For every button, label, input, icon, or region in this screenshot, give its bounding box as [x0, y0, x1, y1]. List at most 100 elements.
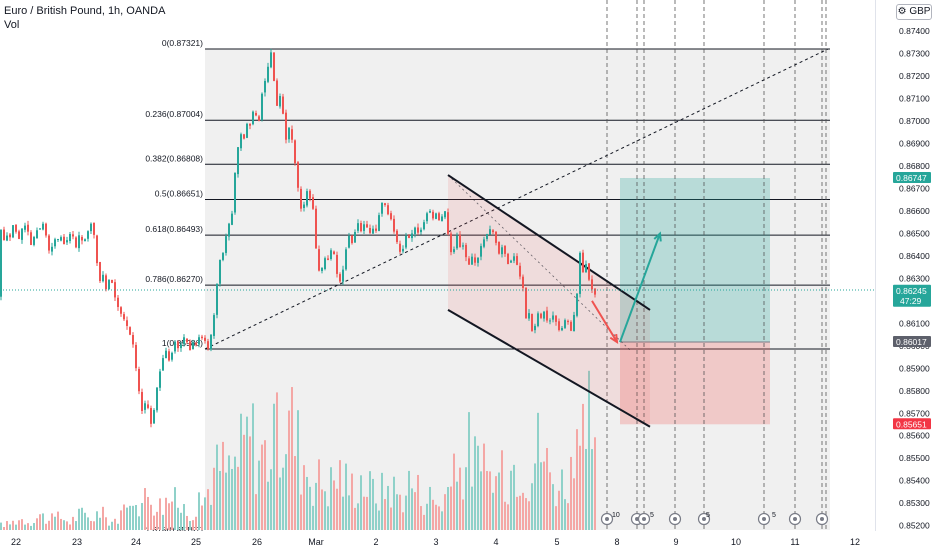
candle-body: [162, 358, 164, 371]
candle-body: [45, 223, 47, 236]
volume-bar: [174, 487, 176, 530]
volume-bar: [60, 518, 62, 530]
volume-bar: [588, 370, 590, 530]
candle-body: [537, 313, 539, 327]
candle-body: [414, 227, 416, 235]
candle-body: [156, 387, 158, 411]
volume-bar: [429, 486, 431, 530]
candle-body: [366, 224, 368, 228]
channel-lower-line[interactable]: [447, 309, 651, 428]
candle-body: [78, 235, 80, 249]
candle-body: [489, 229, 491, 235]
volume-bar: [402, 512, 404, 530]
candle-body: [384, 203, 386, 205]
volume-bar: [474, 436, 476, 530]
price-tick-label: 0.87000: [899, 116, 930, 126]
long-position-tool[interactable]: [620, 177, 770, 425]
time-tick-label: 9: [673, 537, 678, 547]
candle-body: [123, 314, 125, 320]
candle-body: [582, 252, 584, 273]
candle-body: [267, 66, 269, 82]
volume-bar: [0, 522, 2, 530]
candle-body: [147, 404, 149, 408]
volume-bars: [0, 370, 596, 530]
price-tick-label: 0.87300: [899, 49, 930, 59]
price-tick-label: 0.86500: [899, 228, 930, 238]
volume-bar: [219, 470, 221, 530]
currency-button[interactable]: ⚙ GBP: [896, 4, 932, 20]
volume-bar: [507, 504, 509, 530]
candle-body: [288, 127, 290, 140]
candle-body: [426, 213, 428, 222]
candle-body: [69, 233, 71, 242]
candle-body: [99, 262, 101, 282]
candle-body: [594, 288, 596, 295]
channel-midline: [447, 174, 631, 351]
volume-bar: [393, 476, 395, 530]
candle-body: [339, 274, 341, 282]
volume-bar: [228, 455, 230, 530]
candle-body: [453, 249, 455, 253]
candle-body: [102, 274, 104, 282]
channel-upper-line[interactable]: [447, 174, 651, 311]
volume-bar: [246, 416, 248, 530]
volume-bar: [255, 494, 257, 530]
candle-body: [189, 341, 191, 351]
trend-drawings[interactable]: [204, 48, 829, 428]
price-axis[interactable]: 0.87400 0.87300 0.87200 0.87100 0.87000 0.869…: [875, 0, 932, 531]
candle-body: [435, 213, 437, 219]
candle-body: [456, 235, 458, 249]
fibonacci-retracement[interactable]: 0(0.87321) 0.236(0.87004) 0.382(0.86808) 0.…: [145, 38, 830, 535]
volume-bar: [486, 470, 488, 530]
volume-bar: [141, 503, 143, 530]
volume-bar: [414, 492, 416, 530]
time-axis[interactable]: 22 23 24 25 26 Mar 2 3 4 5 8 9 10 11 12: [0, 531, 932, 550]
volume-bar: [585, 448, 587, 530]
volume-bar: [558, 490, 560, 530]
time-tick-label: 3: [433, 537, 438, 547]
candle-body: [246, 123, 248, 138]
volume-bar: [180, 512, 182, 530]
loss-zone[interactable]: [620, 342, 770, 425]
projection-arrow[interactable]: [619, 233, 661, 343]
price-tick-label: 0.86100: [899, 318, 930, 328]
profit-zone[interactable]: [620, 177, 770, 343]
volume-bar: [270, 469, 272, 530]
candle-body: [225, 236, 227, 253]
candle-body: [327, 258, 329, 260]
settings-icon: ⚙: [897, 6, 907, 17]
volume-label: Vol: [4, 19, 20, 31]
volume-bar: [555, 506, 557, 530]
candle-body: [63, 236, 65, 245]
candle-body: [321, 267, 323, 271]
candle-body: [465, 244, 467, 258]
candle-body: [447, 212, 449, 234]
stop-badge: [893, 418, 931, 430]
price-tick-label: 0.85200: [899, 521, 930, 531]
candle-body: [522, 276, 524, 288]
time-tick-label: Mar: [308, 537, 324, 547]
candle-body: [135, 344, 137, 369]
volume-bar: [285, 454, 287, 530]
target-value: 0.86747: [896, 173, 927, 183]
volume-bar: [576, 429, 578, 530]
volume-bar: [561, 469, 563, 530]
volume-bar: [381, 472, 383, 530]
candle-body: [543, 311, 545, 319]
candle-body: [357, 223, 359, 231]
candle-body: [57, 239, 59, 241]
volume-bar: [438, 506, 440, 530]
candle-body: [27, 224, 29, 232]
candle-body: [243, 134, 245, 139]
volume-bar: [351, 473, 353, 530]
event-markers[interactable]: 10 5 5 5: [600, 512, 829, 526]
volume-bar: [78, 508, 80, 530]
candle-body: [363, 224, 365, 231]
volume-bar: [243, 434, 245, 530]
candle-body: [576, 293, 578, 316]
dashed-trend-line[interactable]: [204, 48, 829, 350]
candle-body: [180, 344, 182, 349]
target-badge: [893, 171, 931, 183]
volume-bar: [72, 516, 74, 530]
